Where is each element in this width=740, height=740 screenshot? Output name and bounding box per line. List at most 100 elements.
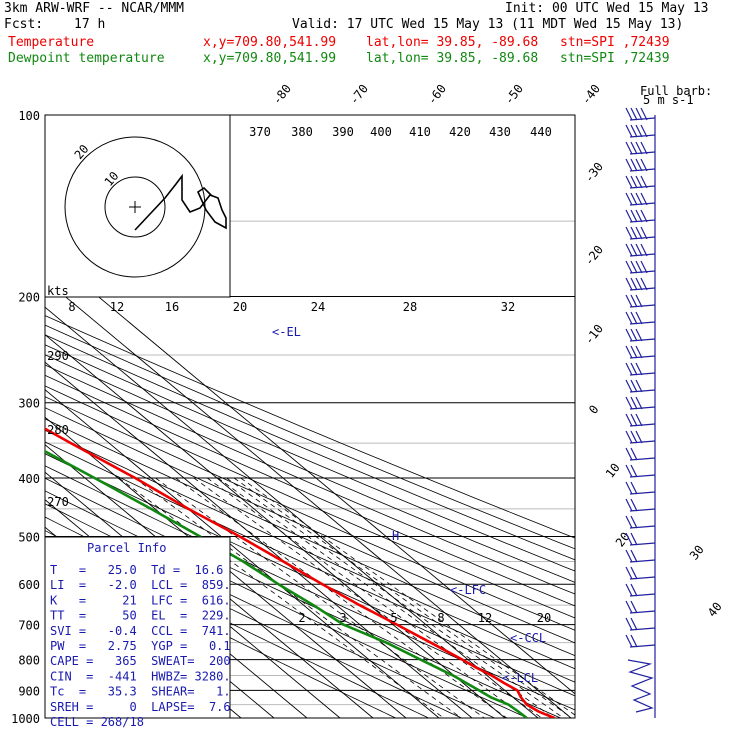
mixing-label-low-5: 5 — [390, 611, 397, 625]
isotherm-label--50: -50 — [502, 82, 526, 108]
pressure-label-300: 300 — [18, 397, 40, 411]
dry-adiabat-430 — [45, 334, 575, 561]
wind-barb — [625, 209, 656, 223]
mixing-ratio-16 — [206, 477, 543, 718]
init-time: Init: 00 UTC Wed 15 May 13 — [505, 1, 709, 16]
forecast-label: Fcst: — [4, 17, 44, 32]
dry-adiabat-320 — [45, 453, 575, 697]
isotherm-label-0: 0 — [586, 402, 601, 416]
isotherm-label--70: -70 — [347, 82, 371, 108]
wind-barb — [625, 226, 656, 240]
pressure-label-500: 500 — [18, 530, 40, 544]
isotherm-label-30: 30 — [687, 543, 707, 563]
isotherm-label--20: -20 — [582, 243, 606, 269]
wind-barb-low-cluster — [627, 659, 654, 713]
level-marker-4: H — [392, 529, 399, 543]
temperature-xy: x,y=709.80,541.99 — [203, 35, 337, 50]
pressure-label-200: 200 — [18, 291, 40, 305]
parcel-info-row: CAPE = 365 SWEAT= 200 — [50, 654, 231, 668]
theta-label-270: 270 — [47, 495, 69, 509]
pressure-label-1000: 1000 — [11, 712, 40, 726]
wind-barb — [625, 243, 656, 257]
wind-barb — [625, 600, 656, 614]
wind-barb — [625, 345, 656, 359]
theta-label-430: 430 — [489, 125, 511, 139]
theta-label-290: 290 — [47, 349, 69, 363]
dry-adiabat-380 — [45, 385, 575, 619]
barb-note-title: Full barb: — [640, 84, 712, 98]
wind-barb — [625, 175, 656, 189]
wind-barb — [625, 124, 656, 138]
pressure-label-100: 100 — [18, 109, 40, 123]
isotherm-label--40: -40 — [579, 82, 603, 108]
isotherm--10 — [45, 389, 440, 718]
parcel-info-row: TT = 50 EL = 229. — [50, 609, 231, 623]
pressure-label-400: 400 — [18, 472, 40, 486]
mixing-label-8: 8 — [68, 300, 75, 314]
pressure-label-600: 600 — [18, 578, 40, 592]
wind-barb — [625, 362, 656, 376]
theta-label-370: 370 — [249, 125, 271, 139]
wind-barb — [625, 260, 656, 274]
valid-time: Valid: 17 UTC Wed 15 May 13 (11 MDT Wed … — [292, 17, 684, 32]
pressure-label-900: 900 — [18, 684, 40, 698]
chart-header: 3km ARW-WRF -- NCAR/MMM Init: 00 UTC Wed… — [0, 0, 740, 70]
isotherm-label-10: 10 — [603, 461, 623, 481]
dry-adiabat-340 — [45, 429, 575, 670]
temperature-latlon: lat,lon= 39.85, -89.68 — [366, 35, 539, 50]
dry-adiabat-400 — [45, 364, 575, 595]
mixing-label-low-20: 20 — [537, 611, 551, 625]
dry-adiabat-350 — [45, 418, 575, 657]
dry-adiabat-420 — [45, 344, 575, 572]
parcel-info-box — [44, 536, 231, 719]
dewpoint-station: stn=SPI ,72439 — [560, 51, 670, 66]
parcel-info-row: CIN = -441 HWBZ= 3280. — [50, 669, 231, 683]
isotherm-label--30: -30 — [582, 160, 606, 186]
mixing-label-20: 20 — [233, 300, 247, 314]
wind-barb — [625, 515, 656, 529]
hodograph-trace — [134, 173, 227, 231]
isotherm-0 — [45, 361, 473, 718]
parcel-info-row: LI = -2.0 LCL = 859. — [50, 578, 231, 592]
dewpoint-legend: Dewpoint temperature — [8, 51, 165, 66]
isotherm-30 — [45, 279, 572, 718]
theta-label-280: 280 — [47, 423, 69, 437]
mixing-label-24: 24 — [311, 300, 325, 314]
wind-barb — [625, 294, 656, 308]
mixing-label-low-2: 2 — [298, 611, 305, 625]
temperature-legend: Temperature — [8, 35, 95, 50]
wind-barb — [625, 481, 656, 495]
hodograph-box — [44, 114, 231, 298]
parcel-info-row: SVI = -0.4 CCL = 741. — [50, 624, 231, 638]
wind-barb — [625, 566, 656, 580]
wind-barb — [625, 277, 656, 291]
parcel-info-title: Parcel Info — [87, 541, 166, 555]
mixing-label-16: 16 — [165, 300, 179, 314]
mixing-label-low-3: 3 — [339, 611, 346, 625]
wind-barb — [625, 583, 656, 597]
theta-label-410: 410 — [409, 125, 431, 139]
wind-barb — [625, 447, 656, 461]
parcel-info-row: T = 25.0 Td = 16.6 — [50, 563, 223, 577]
isotherm-40 — [45, 251, 575, 695]
wind-barb — [625, 141, 656, 155]
wind-barb — [625, 379, 656, 393]
wind-barb — [625, 549, 656, 563]
theta-label-380: 380 — [291, 125, 313, 139]
wind-barb — [625, 311, 656, 325]
isotherm-label--10: -10 — [582, 322, 606, 348]
barb-note-unit: 5 m s-1 — [643, 93, 694, 107]
parcel-info-row: Tc = 35.3 SHEAR= 1. — [50, 685, 231, 699]
wind-barb — [625, 464, 656, 478]
parcel-info-row: CELL = 268/18 — [50, 715, 144, 729]
isotherm-20 — [45, 306, 539, 718]
wind-barb — [625, 328, 656, 342]
dry-adiabat-450 — [45, 315, 575, 539]
wind-barb — [625, 498, 656, 512]
temperature-profile — [45, 427, 555, 718]
isotherm--20 — [45, 416, 407, 718]
mixing-label-12: 12 — [110, 300, 124, 314]
hodograph-units: kts — [47, 284, 69, 298]
level-marker-0: <-EL — [272, 325, 301, 339]
